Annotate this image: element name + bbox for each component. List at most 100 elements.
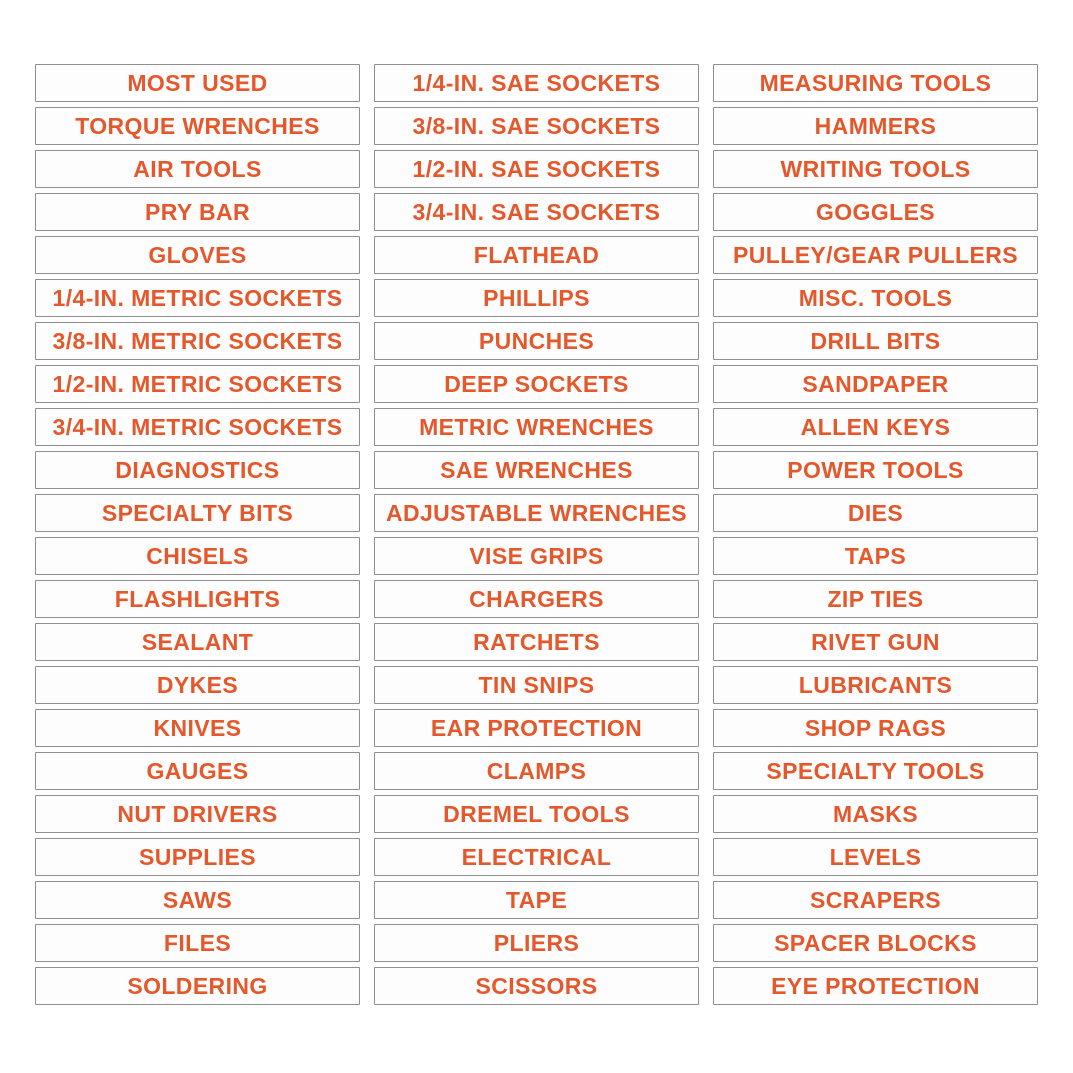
label-sticker: 1/2-IN. SAE SOCKETS xyxy=(374,150,699,188)
label-sticker-text: SCRAPERS xyxy=(809,886,941,913)
label-sticker: LUBRICANTS xyxy=(713,666,1038,704)
label-sticker-text: TIN SNIPS xyxy=(478,671,595,698)
label-sticker: SEALANT xyxy=(35,623,360,661)
label-sticker-text: LUBRICANTS xyxy=(798,671,953,698)
label-sticker-text: 1/4-IN. SAE SOCKETS xyxy=(412,69,661,96)
label-sticker: 3/4-IN. SAE SOCKETS xyxy=(374,193,699,231)
label-sticker: GLOVES xyxy=(35,236,360,274)
label-sticker-text: GOGGLES xyxy=(815,198,936,225)
label-sticker-text: DIES xyxy=(847,499,904,526)
label-sticker-text: TORQUE WRENCHES xyxy=(75,112,320,139)
label-sticker-text: MOST USED xyxy=(127,69,268,96)
label-sticker: TORQUE WRENCHES xyxy=(35,107,360,145)
label-sticker-text: 3/4-IN. SAE SOCKETS xyxy=(412,198,661,225)
label-sticker-text: POWER TOOLS xyxy=(787,456,964,483)
label-sticker: PRY BAR xyxy=(35,193,360,231)
label-sticker: SAWS xyxy=(35,881,360,919)
label-sticker-text: MEASURING TOOLS xyxy=(759,69,992,96)
label-sticker: RIVET GUN xyxy=(713,623,1038,661)
label-sticker: POWER TOOLS xyxy=(713,451,1038,489)
label-sticker-text: PUNCHES xyxy=(478,327,595,354)
label-sticker-text: PHILLIPS xyxy=(483,284,590,311)
label-sticker: PHILLIPS xyxy=(374,279,699,317)
label-sticker: EAR PROTECTION xyxy=(374,709,699,747)
label-sticker-text: 1/2-IN. SAE SOCKETS xyxy=(412,155,661,182)
label-sticker: DIES xyxy=(713,494,1038,532)
label-sticker: TIN SNIPS xyxy=(374,666,699,704)
label-column-3: MEASURING TOOLS HAMMERS WRITING TOOLS GOGGL… xyxy=(713,64,1038,1005)
label-sticker-text: TAPS xyxy=(844,542,907,569)
label-sticker-text: SPECIALTY BITS xyxy=(101,499,294,526)
label-sticker: DREMEL TOOLS xyxy=(374,795,699,833)
label-sticker-text: FILES xyxy=(163,929,232,956)
label-sticker-text: CHISELS xyxy=(146,542,249,569)
label-sticker: SCRAPERS xyxy=(713,881,1038,919)
label-sticker: SPECIALTY BITS xyxy=(35,494,360,532)
label-sticker-text: SANDPAPER xyxy=(802,370,949,397)
label-sticker-text: WRITING TOOLS xyxy=(780,155,971,182)
label-sticker-text: 1/2-IN. METRIC SOCKETS xyxy=(52,370,343,397)
label-sticker-text: KNIVES xyxy=(153,714,242,741)
label-sticker-text: FLATHEAD xyxy=(473,241,600,268)
label-sticker-text: 3/8-IN. METRIC SOCKETS xyxy=(52,327,343,354)
label-sticker: ZIP TIES xyxy=(713,580,1038,618)
label-sticker-text: SAWS xyxy=(162,886,233,913)
label-sticker: DYKES xyxy=(35,666,360,704)
label-sticker-text: NUT DRIVERS xyxy=(117,800,278,827)
label-sticker-text: HAMMERS xyxy=(814,112,937,139)
label-sticker: SCISSORS xyxy=(374,967,699,1005)
label-sticker: SPACER BLOCKS xyxy=(713,924,1038,962)
label-sticker: GAUGES xyxy=(35,752,360,790)
label-sticker-text: METRIC WRENCHES xyxy=(419,413,654,440)
label-sticker-text: ALLEN KEYS xyxy=(800,413,951,440)
label-sticker: 3/4-IN. METRIC SOCKETS xyxy=(35,408,360,446)
label-sticker: 1/4-IN. SAE SOCKETS xyxy=(374,64,699,102)
label-sticker-text: ADJUSTABLE WRENCHES xyxy=(385,499,688,526)
label-sticker: 3/8-IN. SAE SOCKETS xyxy=(374,107,699,145)
label-sticker-text: CHARGERS xyxy=(469,585,604,612)
label-sticker-text: SPACER BLOCKS xyxy=(774,929,977,956)
label-sticker-text: MASKS xyxy=(832,800,919,827)
label-sticker: 1/4-IN. METRIC SOCKETS xyxy=(35,279,360,317)
label-sticker: RATCHETS xyxy=(374,623,699,661)
label-sticker-text: SCISSORS xyxy=(475,972,598,999)
label-sticker: MOST USED xyxy=(35,64,360,102)
label-sticker-text: DREMEL TOOLS xyxy=(443,800,630,827)
label-sticker: ALLEN KEYS xyxy=(713,408,1038,446)
label-sticker-text: SOLDERING xyxy=(127,972,268,999)
label-sticker-text: SHOP RAGS xyxy=(804,714,947,741)
label-sticker-text: LEVELS xyxy=(829,843,922,870)
label-sticker: FLASHLIGHTS xyxy=(35,580,360,618)
label-sticker-text: CLAMPS xyxy=(486,757,587,784)
label-sticker: FILES xyxy=(35,924,360,962)
label-sticker: ADJUSTABLE WRENCHES xyxy=(374,494,699,532)
label-sticker-text: 3/8-IN. SAE SOCKETS xyxy=(412,112,661,139)
label-sticker-text: GAUGES xyxy=(146,757,249,784)
label-sticker: SOLDERING xyxy=(35,967,360,1005)
label-sticker-text: DIAGNOSTICS xyxy=(115,456,280,483)
label-sticker: ELECTRICAL xyxy=(374,838,699,876)
label-sticker: VISE GRIPS xyxy=(374,537,699,575)
label-sticker: PLIERS xyxy=(374,924,699,962)
label-sticker-text: PULLEY/GEAR PULLERS xyxy=(733,241,1018,268)
label-column-2: 1/4-IN. SAE SOCKETS 3/8-IN. SAE SOCKETS 1/… xyxy=(374,64,699,1005)
label-sticker: FLATHEAD xyxy=(374,236,699,274)
label-sticker-text: DYKES xyxy=(156,671,239,698)
label-sticker-text: 3/4-IN. METRIC SOCKETS xyxy=(52,413,343,440)
label-sticker: SUPPLIES xyxy=(35,838,360,876)
label-sticker: SAE WRENCHES xyxy=(374,451,699,489)
label-sticker-text: PRY BAR xyxy=(144,198,251,225)
label-sticker: PUNCHES xyxy=(374,322,699,360)
label-sticker-text: DEEP SOCKETS xyxy=(444,370,629,397)
label-sticker: SANDPAPER xyxy=(713,365,1038,403)
label-sticker: HAMMERS xyxy=(713,107,1038,145)
label-sticker-text: DRILL BITS xyxy=(810,327,941,354)
label-sticker: TAPS xyxy=(713,537,1038,575)
label-sticker-text: PLIERS xyxy=(493,929,580,956)
label-sticker: MISC. TOOLS xyxy=(713,279,1038,317)
label-sticker: LEVELS xyxy=(713,838,1038,876)
label-sticker: PULLEY/GEAR PULLERS xyxy=(713,236,1038,274)
label-sticker: KNIVES xyxy=(35,709,360,747)
label-sticker: 1/2-IN. METRIC SOCKETS xyxy=(35,365,360,403)
